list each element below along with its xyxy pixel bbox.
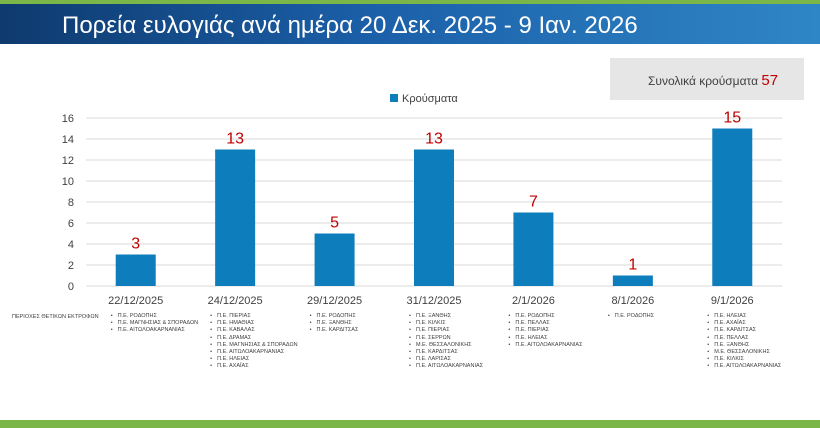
- bar: [314, 233, 355, 286]
- y-tick-label: 14: [62, 134, 74, 146]
- region-item: Π.Ε. ΚΑΡΔΙΤΣΑΣ: [409, 349, 483, 356]
- region-item: Π.Ε. ΔΡΑΜΑΣ: [210, 335, 297, 342]
- total-cases-box: Συνολικά κρούσματα 57: [610, 58, 804, 100]
- region-item: Π.Ε. ΣΕΡΡΩΝ: [409, 335, 483, 342]
- region-list: Π.Ε. ΞΑΝΘΗΣΠ.Ε. ΚΙΛΚΙΣΠ.Ε. ΠΙΕΡΙΑΣΠ.Ε. Σ…: [409, 313, 483, 371]
- data-label: 3: [131, 236, 140, 253]
- x-tick-label: 29/12/2025: [307, 295, 362, 307]
- y-tick-label: 6: [68, 218, 74, 230]
- bottom-accent-stripe: [0, 420, 820, 428]
- legend-label: Κρούσματα: [402, 93, 458, 105]
- region-item: Π.Ε. ΠΙΕΡΙΑΣ: [409, 327, 483, 334]
- region-item: Π.Ε. ΗΛΕΙΑΣ: [210, 356, 297, 363]
- region-item: Π.Ε. ΑΙΤΩΛΟΑΚΑΡΝΑΝΙΑΣ: [409, 363, 483, 370]
- region-item: Π.Ε. ΠΙΕΡΙΑΣ: [210, 313, 297, 320]
- region-item: Π.Ε. ΗΛΕΙΑΣ: [508, 335, 582, 342]
- bar: [414, 149, 454, 286]
- data-label: 1: [628, 257, 637, 274]
- data-label: 15: [723, 110, 741, 127]
- region-item: Π.Ε. ΚΑΡΔΙΤΣΑΣ: [707, 327, 781, 334]
- legend-swatch: [390, 94, 398, 102]
- region-item: Π.Ε. ΚΙΛΚΙΣ: [409, 320, 483, 327]
- x-tick-label: 24/12/2025: [208, 295, 263, 307]
- region-item: Π.Ε. ΑΧΑΪΑΣ: [210, 363, 297, 370]
- region-item: Π.Ε. ΞΑΝΘΗΣ: [707, 342, 781, 349]
- region-item: Π.Ε. ΠΙΕΡΙΑΣ: [508, 327, 582, 334]
- region-item: Π.Ε. ΞΑΝΘΗΣ: [310, 320, 359, 327]
- y-tick-label: 16: [62, 113, 74, 125]
- total-cases-label: Συνολικά κρούσματα: [648, 74, 759, 88]
- page-title: Πορεία ευλογιάς ανά ημέρα 20 Δεκ. 2025 -…: [62, 12, 638, 39]
- bar: [712, 128, 753, 286]
- data-label: 13: [425, 131, 443, 148]
- total-cases-value: 57: [761, 72, 779, 89]
- region-item: Π.Ε. ΚΙΛΚΙΣ: [707, 356, 781, 363]
- region-list: Π.Ε. ΠΙΕΡΙΑΣΠ.Ε. ΗΜΑΘΙΑΣΠ.Ε. ΚΑΒΑΛΑΣΠ.Ε.…: [210, 313, 298, 371]
- y-tick-label: 10: [62, 176, 74, 188]
- data-label: 13: [226, 131, 244, 148]
- region-list: Π.Ε. ΡΟΔΟΠΗΣΠ.Ε. ΜΑΓΝΗΣΙΑΣ & ΣΠΟΡΑΔΩΝΠ.Ε…: [111, 313, 199, 335]
- total-cases-text: Συνολικά κρούσματα 57: [648, 72, 778, 89]
- y-tick-label: 8: [68, 197, 74, 209]
- region-item: Π.Ε. ΚΑΒΑΛΑΣ: [210, 327, 297, 334]
- bar: [215, 149, 256, 286]
- region-list: Π.Ε. ΡΟΔΟΠΗΣ: [608, 313, 654, 320]
- region-list: Π.Ε. ΗΛΕΙΑΣΠ.Ε. ΑΧΑΪΑΣΠ.Ε. ΚΑΡΔΙΤΣΑΣΠ.Ε.…: [707, 313, 781, 371]
- region-item: Π.Ε. ΗΜΑΘΙΑΣ: [210, 320, 297, 327]
- bar: [612, 275, 653, 286]
- bar: [115, 254, 156, 286]
- region-item: Π.Ε. ΡΟΔΟΠΗΣ: [608, 313, 654, 320]
- region-item: Π.Ε. ΑΧΑΪΑΣ: [707, 320, 781, 327]
- region-item: Π.Ε. ΡΟΔΟΠΗΣ: [508, 313, 582, 320]
- region-item: Μ.Ε. ΘΕΣΣΑΛΟΝΙΚΗΣ: [409, 342, 483, 349]
- region-item: Π.Ε. ΚΑΡΔΙΤΣΑΣ: [310, 327, 359, 334]
- region-item: Π.Ε. ΡΟΔΟΠΗΣ: [310, 313, 359, 320]
- region-item: Π.Ε. ΠΕΛΛΑΣ: [508, 320, 582, 327]
- region-list: Π.Ε. ΡΟΔΟΠΗΣΠ.Ε. ΠΕΛΛΑΣΠ.Ε. ΠΙΕΡΙΑΣΠ.Ε. …: [508, 313, 582, 349]
- region-item: Π.Ε. ΑΙΤΩΛΟΑΚΑΡΝΑΝΙΑΣ: [210, 349, 297, 356]
- x-tick-label: 31/12/2025: [406, 295, 461, 307]
- x-tick-label: 22/12/2025: [108, 295, 163, 307]
- top-accent-stripe: [0, 0, 820, 4]
- region-item: Π.Ε. ΑΙΤΩΛΟΑΚΑΡΝΑΝΙΑΣ: [707, 363, 781, 370]
- region-item: Π.Ε. ΜΑΓΝΗΣΙΑΣ & ΣΠΟΡΑΔΩΝ: [111, 320, 199, 327]
- region-item: Π.Ε. ΑΙΤΩΛΟΑΚΑΡΝΑΝΙΑΣ: [508, 342, 582, 349]
- region-item: Π.Ε. ΠΕΛΛΑΣ: [707, 335, 781, 342]
- footnote-label: ΠΕΡΙΟΧΕΣ ΘΕΤΙΚΩΝ ΕΚΤΡΟΦΩΝ: [12, 314, 99, 320]
- title-bar: Πορεία ευλογιάς ανά ημέρα 20 Δεκ. 2025 -…: [0, 4, 820, 44]
- y-tick-label: 0: [68, 281, 74, 293]
- data-label: 7: [529, 194, 538, 211]
- region-item: Π.Ε. ΡΟΔΟΠΗΣ: [111, 313, 198, 320]
- bar: [513, 212, 554, 286]
- region-item: Π.Ε. ΜΑΓΝΗΣΙΑΣ & ΣΠΟΡΑΔΩΝ: [210, 342, 298, 349]
- x-tick-label: 8/1/2026: [611, 295, 654, 307]
- region-item: Π.Ε. ΞΑΝΘΗΣ: [409, 313, 483, 320]
- data-label: 5: [330, 215, 339, 232]
- region-item: Μ.Ε. ΘΕΣΣΑΛΟΝΙΚΗΣ: [707, 349, 781, 356]
- region-item: Π.Ε. ΗΛΕΙΑΣ: [707, 313, 781, 320]
- x-tick-label: 9/1/2026: [711, 295, 754, 307]
- region-item: Π.Ε. ΑΙΤΩΛΟΑΚΑΡΝΑΝΙΑΣ: [111, 327, 198, 334]
- region-list: Π.Ε. ΡΟΔΟΠΗΣΠ.Ε. ΞΑΝΘΗΣΠ.Ε. ΚΑΡΔΙΤΣΑΣ: [310, 313, 359, 335]
- x-tick-label: 2/1/2026: [512, 295, 555, 307]
- y-tick-label: 2: [68, 260, 74, 272]
- y-tick-label: 12: [62, 155, 74, 167]
- region-item: Π.Ε. ΛΑΡΙΣΑΣ: [409, 356, 483, 363]
- y-tick-label: 4: [68, 239, 74, 251]
